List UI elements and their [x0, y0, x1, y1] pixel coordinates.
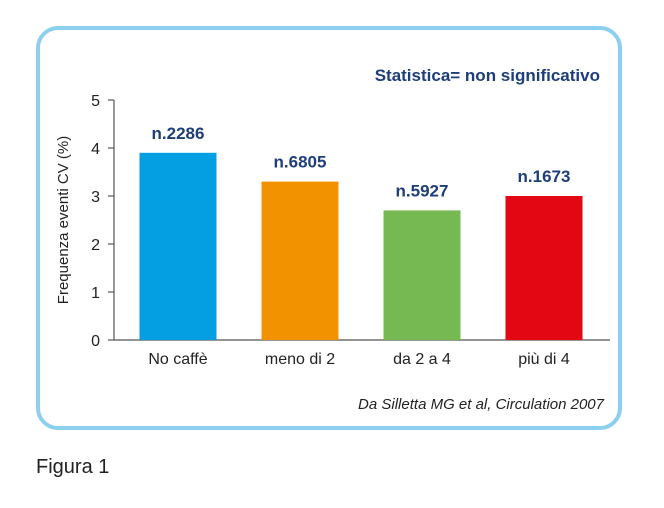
figure-caption: Figura 1 [36, 456, 110, 478]
y-tick-label: 1 [91, 285, 100, 302]
y-axis-label: Frequenza eventi CV (%) [55, 136, 72, 304]
source-note: Da Silletta MG et al, Circulation 2007 [358, 396, 605, 413]
bar [261, 181, 339, 340]
bar [505, 196, 583, 340]
y-tick-label: 2 [91, 237, 100, 254]
chart-frame [36, 26, 622, 430]
x-tick-label: meno di 2 [265, 351, 335, 368]
y-tick-label: 0 [91, 333, 100, 350]
chart-title: Statistica= non significativo [375, 66, 600, 85]
y-tick-label: 3 [91, 189, 100, 206]
data-label: n.2286 [152, 124, 205, 143]
data-label: n.1673 [518, 167, 571, 186]
bar [139, 152, 217, 340]
bar-chart: Statistica= non significativo Frequenza … [55, 66, 610, 413]
data-label: n.5927 [396, 181, 449, 200]
x-tick-label: più di 4 [518, 351, 570, 368]
x-tick-label: No caffè [148, 351, 207, 368]
x-tick-label: da 2 a 4 [393, 351, 451, 368]
bar [383, 210, 461, 340]
y-tick-label: 5 [91, 93, 100, 110]
y-tick-label: 4 [91, 141, 100, 158]
data-label: n.6805 [274, 153, 327, 172]
bars: n.2286 No caffè n.6805 meno di 2 n.5927 da 2 … [139, 124, 583, 368]
